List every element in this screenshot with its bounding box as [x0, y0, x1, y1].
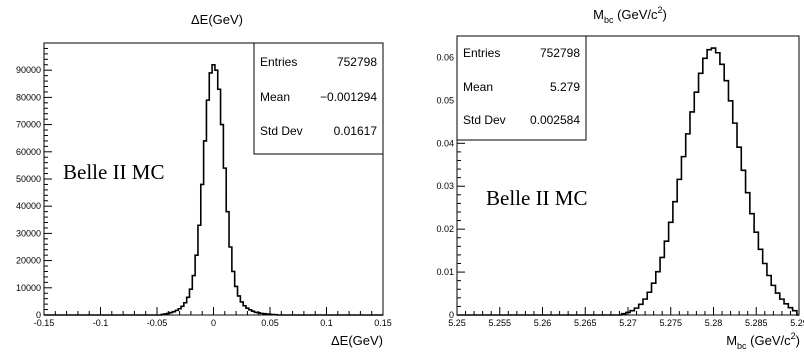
mbc-x-tick-label: 5.26	[534, 318, 552, 328]
delta-e-y-tick-label: 60000	[16, 147, 41, 157]
mbc-x-tick-label: 5.285	[745, 318, 768, 328]
mbc-panel: Mbc (GeV/c2) 00.010.020.030.040.050.06 5…	[436, 5, 804, 351]
delta-e-y-axis: 0 10000 20000 30000 40000 50000 60000 70000 8000…	[16, 47, 52, 320]
delta-e-x-tick-label: -0.15	[34, 318, 55, 328]
delta-e-entries-label: Entries	[260, 55, 297, 69]
delta-e-x-tick-label: 0.05	[261, 318, 279, 328]
delta-e-y-tick-label: 0	[36, 310, 41, 320]
mbc-y-tick-label: 0.05	[436, 95, 454, 105]
mbc-x-label-sup: 2	[791, 331, 796, 341]
mbc-x-tick-label: 5.25	[448, 318, 466, 328]
mbc-x-label-unit: (GeV/c	[747, 333, 792, 348]
delta-e-x-tick-label: -0.05	[147, 318, 168, 328]
mbc-title: Mbc (GeV/c2)	[593, 5, 667, 25]
delta-e-y-tick-label: 20000	[16, 256, 41, 266]
mbc-y-tick-label: 0	[449, 310, 454, 320]
mbc-title-sub: bc	[604, 15, 614, 25]
delta-e-std-value: 0.01617	[334, 124, 378, 138]
mbc-entries-value: 752798	[540, 46, 580, 60]
delta-e-x-tick-label: 0.1	[320, 318, 333, 328]
mbc-x-label: Mbc (GeV/c2)	[726, 331, 800, 351]
mbc-entries-label: Entries	[463, 46, 500, 60]
mbc-x-tick-label: 5.255	[488, 318, 511, 328]
delta-e-stats-frame	[253, 42, 384, 155]
mbc-y-tick-label: 0.02	[436, 224, 454, 234]
mbc-mean-label: Mean	[463, 80, 493, 94]
mbc-histogram	[457, 47, 799, 316]
delta-e-y-tick-label: 10000	[16, 283, 41, 293]
mbc-std-value: 0.002584	[530, 113, 580, 127]
delta-e-std-label: Std Dev	[260, 124, 303, 138]
delta-e-x-axis: -0.15 -0.1 -0.05 0 0.05 0.1 0.15	[34, 307, 392, 328]
delta-e-y-tick-label: 40000	[16, 201, 41, 211]
mbc-stats-box: Entries 752798 Mean 5.279 Std Dev 0.0025…	[456, 35, 587, 141]
mbc-y-tick-label: 0.01	[436, 267, 454, 277]
delta-e-mean-label: Mean	[260, 90, 290, 104]
delta-e-stats-box: Entries 752798 Mean −0.001294 Std Dev 0.…	[253, 42, 384, 155]
mbc-x-label-main: M	[726, 333, 737, 348]
delta-e-panel: ΔE(GeV) 0 10000 20000 30000 40000 50000 60000 7…	[16, 12, 392, 348]
delta-e-mean-value: −0.001294	[320, 90, 377, 104]
mbc-x-tick-label: 5.29	[790, 318, 804, 328]
mbc-title-unit: (GeV/c	[613, 7, 658, 22]
mbc-x-tick-label: 5.28	[705, 318, 723, 328]
mbc-x-tick-label: 5.275	[659, 318, 682, 328]
delta-e-y-tick-label: 80000	[16, 92, 41, 102]
delta-e-entries-value: 752798	[337, 55, 377, 69]
delta-e-annotation: Belle II MC	[63, 160, 164, 184]
mbc-title-sup: 2	[658, 5, 663, 15]
delta-e-y-tick-label: 90000	[16, 65, 41, 75]
mbc-x-label-end: )	[796, 333, 800, 348]
mbc-y-tick-label: 0.06	[436, 52, 454, 62]
mbc-annotation: Belle II MC	[486, 186, 587, 210]
delta-e-y-tick-label: 30000	[16, 228, 41, 238]
mbc-title-main: M	[593, 7, 604, 22]
mbc-x-tick-label: 5.265	[574, 318, 597, 328]
delta-e-histogram	[44, 63, 383, 316]
mbc-std-label: Std Dev	[463, 113, 506, 127]
mbc-mean-value: 5.279	[550, 80, 580, 94]
delta-e-x-label: ΔE(GeV)	[331, 333, 383, 348]
delta-e-x-tick-label: -0.1	[93, 318, 109, 328]
delta-e-title: ΔE(GeV)	[191, 12, 243, 27]
delta-e-y-tick-label: 50000	[16, 174, 41, 184]
mbc-y-tick-label: 0.04	[436, 138, 454, 148]
mbc-stats-frame	[456, 35, 587, 141]
mbc-x-label-sub: bc	[737, 341, 747, 351]
delta-e-x-tick-label: 0	[211, 318, 216, 328]
mbc-y-tick-label: 0.03	[436, 181, 454, 191]
mbc-title-end: )	[663, 7, 667, 22]
mbc-x-tick-label: 5.27	[619, 318, 637, 328]
delta-e-y-tick-label: 70000	[16, 120, 41, 130]
mbc-x-axis: 5.25 5.255 5.26 5.265 5.27 5.275 5.28 5.285 5.29	[448, 307, 804, 328]
delta-e-x-tick-label: 0.15	[374, 318, 392, 328]
